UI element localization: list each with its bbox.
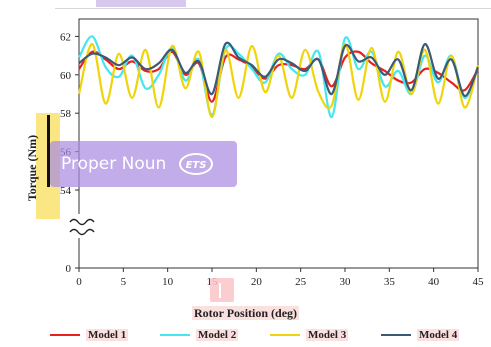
- proper-noun-badge[interactable]: Proper Noun ETS: [50, 141, 237, 187]
- ylabel-cursor-bar: [47, 115, 50, 187]
- x-tick-label: 20: [251, 276, 263, 288]
- x-tick-label: 45: [473, 276, 485, 288]
- ets-logo-text: ETS: [186, 160, 207, 171]
- legend-item-model-2: Model 2: [160, 329, 239, 341]
- legend-label: Model 3: [306, 329, 349, 341]
- y-tick-label: 58: [60, 108, 72, 120]
- y-tick-label: 0: [66, 263, 72, 275]
- y-tick-label: 62: [60, 31, 71, 43]
- axis-break-wave-top: [69, 218, 95, 226]
- legend-label: Model 4: [417, 329, 460, 341]
- y-tick-label: 60: [60, 70, 72, 82]
- legend-swatch: [270, 334, 300, 336]
- legend: Model 1 Model 2 Model 3 Model 4: [0, 329, 491, 347]
- x-axis-title: Rotor Position (deg): [0, 304, 491, 322]
- legend-item-model-3: Model 3: [270, 329, 349, 341]
- proper-noun-text: Proper Noun: [61, 154, 167, 174]
- legend-item-model-1: Model 1: [50, 329, 129, 341]
- legend-item-model-4: Model 4: [381, 329, 460, 341]
- legend-swatch: [381, 334, 411, 336]
- x-tick-label: 40: [428, 276, 440, 288]
- axis-break-wave-bottom: [69, 228, 95, 236]
- text-cursor: [219, 283, 221, 298]
- x-axis-title-text: Rotor Position (deg): [191, 306, 300, 320]
- x-tick-label: 30: [340, 276, 352, 288]
- series-line-model-4: [78, 41, 480, 98]
- ets-logo-icon: ETS: [179, 153, 214, 175]
- x-tick-label: 0: [76, 276, 82, 288]
- legend-swatch: [50, 334, 80, 336]
- series-layer: [77, 35, 480, 119]
- x-tick-label: 5: [121, 276, 127, 288]
- top-frame: [55, 0, 491, 9]
- y-tick-label: 54: [60, 185, 72, 197]
- top-tab: [96, 0, 186, 7]
- legend-swatch: [160, 334, 190, 336]
- x-tick-label: 35: [384, 276, 396, 288]
- xlabel-highlight: [210, 278, 234, 302]
- series-line-model-3: [77, 42, 480, 119]
- legend-label: Model 1: [86, 329, 129, 341]
- x-tick-label: 10: [162, 276, 174, 288]
- series-line-model-1: [78, 50, 479, 103]
- axis-break-icon: [62, 214, 102, 238]
- x-tick-label: 25: [295, 276, 307, 288]
- legend-label: Model 2: [196, 329, 239, 341]
